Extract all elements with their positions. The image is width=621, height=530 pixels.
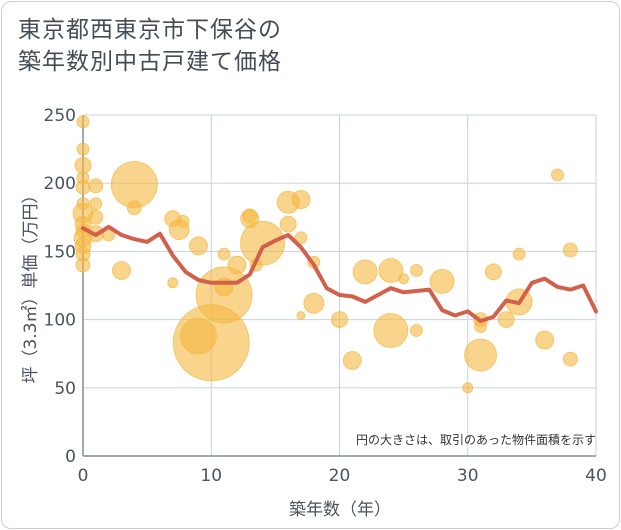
bubble-point: [126, 200, 142, 216]
y-tick-label: 250: [44, 106, 76, 126]
average-line-layer: [81, 224, 598, 323]
x-tick-label: 40: [585, 466, 607, 486]
title-line-1: 東京都西東京市下保谷の: [18, 17, 282, 43]
bubble-point: [112, 261, 131, 280]
x-axis-title: 築年数（年）: [289, 500, 391, 520]
bubble-point: [227, 255, 247, 275]
bubble-point: [240, 220, 285, 266]
bubble-point: [484, 263, 502, 281]
x-tick-label: 30: [457, 466, 479, 486]
bubble-point: [462, 382, 474, 394]
bubble-point: [89, 197, 103, 211]
bubble-layer: [72, 115, 578, 394]
bubble-point: [398, 273, 410, 285]
title-line-2: 築年数別中古戸建て価格: [18, 49, 282, 75]
y-axis-title: 坪（3.3㎡）単価（万円）: [21, 186, 41, 383]
chart-title: 東京都西東京市下保谷の 築年数別中古戸建て価格: [18, 14, 282, 78]
bubble-point: [303, 292, 325, 314]
bubble-point: [551, 168, 564, 182]
y-tick-label: 200: [44, 174, 76, 194]
bubble-point: [76, 115, 90, 129]
bubble-point: [189, 236, 208, 256]
bubble-point: [75, 257, 91, 273]
bubble-point: [167, 277, 179, 289]
y-tick-label: 100: [44, 311, 76, 331]
bubble-point: [378, 258, 404, 283]
grid: [82, 114, 597, 457]
bubble-point: [217, 247, 231, 261]
bubble-point: [352, 259, 378, 285]
bubble-point: [373, 313, 409, 348]
bubble-point: [88, 209, 104, 225]
bubble-point: [76, 142, 90, 156]
bubble-point: [562, 242, 578, 258]
bubble-point: [294, 231, 308, 245]
bubble-point: [410, 264, 423, 277]
bubble-point: [88, 178, 104, 194]
bubble-point: [562, 351, 578, 367]
bubble-point: [296, 311, 306, 320]
bubble-point: [464, 338, 497, 372]
bubble-point: [75, 179, 91, 195]
bubble-point: [410, 324, 423, 337]
bubble-point: [291, 190, 311, 209]
bubble-point: [512, 247, 526, 261]
x-tick-label: 0: [78, 466, 89, 486]
bubble-point: [535, 330, 555, 350]
y-tick-label: 150: [44, 242, 76, 262]
bubble-point: [176, 214, 190, 228]
x-tick-label: 20: [329, 466, 351, 486]
bubble-point: [195, 266, 253, 324]
y-tick-label: 50: [54, 379, 76, 399]
bubble-point: [429, 269, 455, 294]
bubble-point: [497, 311, 515, 329]
bubble-point: [342, 351, 362, 370]
y-tick-label: 0: [65, 447, 76, 467]
bubble-point: [279, 215, 297, 233]
bubble-point: [242, 208, 258, 224]
size-note: 円の大きさは、取引のあった物件面積を示す: [356, 432, 596, 447]
x-tick-label: 10: [200, 466, 222, 486]
bubble-point: [331, 311, 348, 329]
bubble-point: [74, 157, 92, 174]
average-price-line: [81, 224, 598, 323]
tick-labels: 0 50 100 150 200 250 0 10 20 30 40: [44, 106, 607, 486]
